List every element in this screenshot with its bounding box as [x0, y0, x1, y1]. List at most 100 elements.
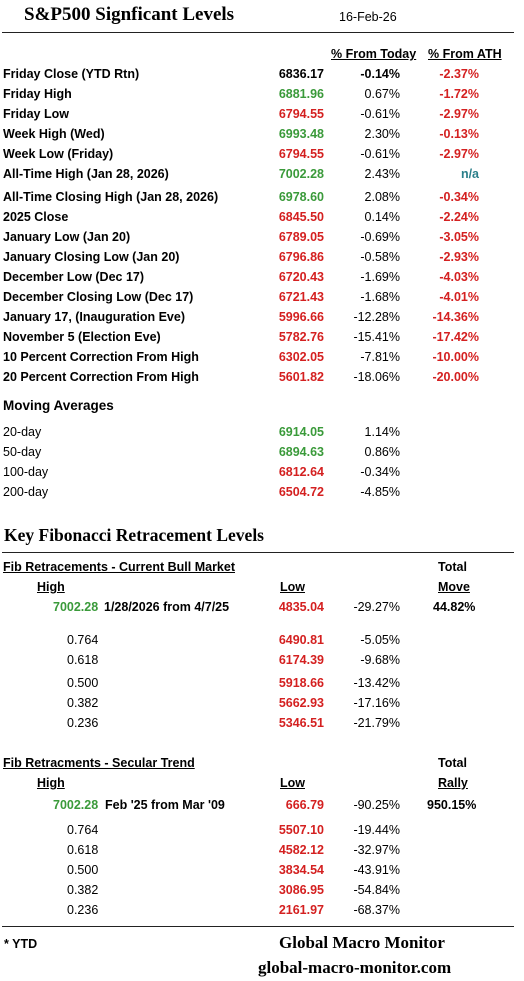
- level-value: 6993.48: [278, 127, 324, 141]
- ma-pct: -4.85%: [360, 485, 400, 499]
- col-header-from-ath: % From ATH: [428, 47, 502, 61]
- level-pct-from-ath: -2.97%: [439, 147, 479, 161]
- level-pct-from-today: 0.14%: [364, 210, 400, 224]
- fib-level-pct: -21.79%: [353, 716, 400, 730]
- fib-bull-high-label: High: [37, 580, 65, 594]
- level-pct-from-today: -1.69%: [360, 270, 400, 284]
- ma-label: 20-day: [3, 425, 42, 439]
- fib-ratio: 0.236: [67, 716, 99, 730]
- fib-ratio: 0.500: [67, 676, 99, 690]
- level-pct-from-ath: -2.37%: [439, 67, 479, 81]
- level-pct-from-today: -15.41%: [353, 330, 400, 344]
- level-pct-from-today: -0.61%: [360, 147, 400, 161]
- level-label: Week Low (Friday): [3, 147, 114, 161]
- brand-name: Global Macro Monitor: [279, 933, 445, 952]
- fib-level-pct: -54.84%: [353, 883, 400, 897]
- fib-bull-total: 44.82%: [433, 600, 476, 614]
- level-label: Friday High: [3, 87, 72, 101]
- level-value: 6302.05: [278, 350, 324, 364]
- level-value: 6794.55: [278, 107, 324, 121]
- level-pct-from-ath: n/a: [460, 167, 479, 181]
- level-label: 20 Percent Correction From High: [3, 370, 199, 384]
- fib-secular-low-label: Low: [280, 776, 305, 790]
- level-pct-from-ath: -4.01%: [439, 290, 479, 304]
- fib-ratio: 0.764: [67, 823, 99, 837]
- fib-level-value: 3086.95: [278, 883, 324, 897]
- ma-label: 100-day: [3, 465, 49, 479]
- fib-level-pct: -17.16%: [353, 696, 400, 710]
- ma-value: 6504.72: [278, 485, 324, 499]
- title-divider: [2, 32, 514, 33]
- level-label: 10 Percent Correction From High: [3, 350, 199, 364]
- level-pct-from-today: 0.67%: [364, 87, 400, 101]
- fib-level-pct: -9.68%: [360, 653, 400, 667]
- level-pct-from-ath: -0.13%: [439, 127, 479, 141]
- ma-label: 50-day: [3, 445, 42, 459]
- level-label: December Low (Dec 17): [3, 270, 145, 284]
- level-value: 6978.60: [278, 190, 324, 204]
- fib-bull-total-label: Total: [438, 560, 467, 574]
- level-label: Week High (Wed): [3, 127, 105, 141]
- ma-value: 6812.64: [278, 465, 324, 479]
- fib-ratio: 0.382: [67, 696, 99, 710]
- ma-pct: 1.14%: [364, 425, 400, 439]
- level-pct-from-today: -12.28%: [353, 310, 400, 324]
- level-value: 5782.76: [278, 330, 324, 344]
- level-pct-from-today: -1.68%: [360, 290, 400, 304]
- fib-bull-low-pct: -29.27%: [353, 600, 400, 614]
- fib-level-value: 6490.81: [278, 633, 324, 647]
- fib-ratio: 0.236: [67, 903, 99, 917]
- fib-bull-low-label: Low: [280, 580, 305, 594]
- fib-secular-title: Fib Retracments - Secular Trend: [3, 756, 195, 770]
- level-label: January Closing Low (Jan 20): [3, 250, 180, 264]
- level-pct-from-today: -0.14%: [360, 67, 400, 81]
- level-pct-from-ath: -3.05%: [439, 230, 479, 244]
- ma-label: 200-day: [3, 485, 49, 499]
- ma-pct: 0.86%: [364, 445, 400, 459]
- fib-ratio: 0.764: [67, 633, 99, 647]
- fib-secular-low-pct: -90.25%: [353, 798, 400, 812]
- fib-secular-low: 666.79: [285, 798, 324, 812]
- page-title: S&P500 Signficant Levels: [24, 4, 235, 25]
- level-value: 5996.66: [278, 310, 324, 324]
- col-header-from-today: % From Today: [331, 47, 417, 61]
- fib-section-title: Key Fibonacci Retracement Levels: [4, 525, 264, 545]
- level-pct-from-ath: -10.00%: [432, 350, 479, 364]
- level-pct-from-ath: -2.97%: [439, 107, 479, 121]
- level-pct-from-ath: -14.36%: [432, 310, 479, 324]
- fib-level-value: 5507.10: [278, 823, 324, 837]
- level-value: 6720.43: [278, 270, 324, 284]
- level-label: November 5 (Election Eve): [3, 330, 161, 344]
- fib-level-pct: -19.44%: [353, 823, 400, 837]
- fib-bull-high: 7002.28: [53, 600, 99, 614]
- fib-level-pct: -68.37%: [353, 903, 400, 917]
- fib-level-value: 4582.12: [278, 843, 324, 857]
- fib-secular-total: 950.15%: [427, 798, 477, 812]
- level-pct-from-today: -0.61%: [360, 107, 400, 121]
- fib-bull-title: Fib Retracements - Current Bull Market: [3, 560, 235, 574]
- brand-site: global-macro-monitor.com: [258, 958, 452, 977]
- report-date: 16-Feb-26: [339, 10, 397, 24]
- fib-level-value: 5918.66: [278, 676, 324, 690]
- level-pct-from-ath: -4.03%: [439, 270, 479, 284]
- level-label: Friday Close (YTD Rtn): [3, 67, 140, 81]
- level-label: All-Time High (Jan 28, 2026): [3, 167, 169, 181]
- fib-bull-move-label: Move: [438, 580, 470, 594]
- level-pct-from-today: -0.69%: [360, 230, 400, 244]
- level-pct-from-today: -7.81%: [360, 350, 400, 364]
- fib-bull-low: 4835.04: [278, 600, 324, 614]
- fib-ratio: 0.382: [67, 883, 99, 897]
- fib-secular-range: Feb '25 from Mar '09: [105, 798, 225, 812]
- level-pct-from-ath: -1.72%: [439, 87, 479, 101]
- fib-level-value: 2161.97: [278, 903, 324, 917]
- fib-level-pct: -13.42%: [353, 676, 400, 690]
- level-label: Friday Low: [3, 107, 69, 121]
- ma-pct: -0.34%: [360, 465, 400, 479]
- fib-ratio: 0.500: [67, 863, 99, 877]
- level-value: 6796.86: [278, 250, 324, 264]
- moving-averages-title: Moving Averages: [3, 398, 114, 413]
- level-value: 6845.50: [278, 210, 324, 224]
- level-label: January 17, (Inauguration Eve): [3, 310, 185, 324]
- level-value: 6789.05: [278, 230, 324, 244]
- level-pct-from-today: 2.30%: [364, 127, 400, 141]
